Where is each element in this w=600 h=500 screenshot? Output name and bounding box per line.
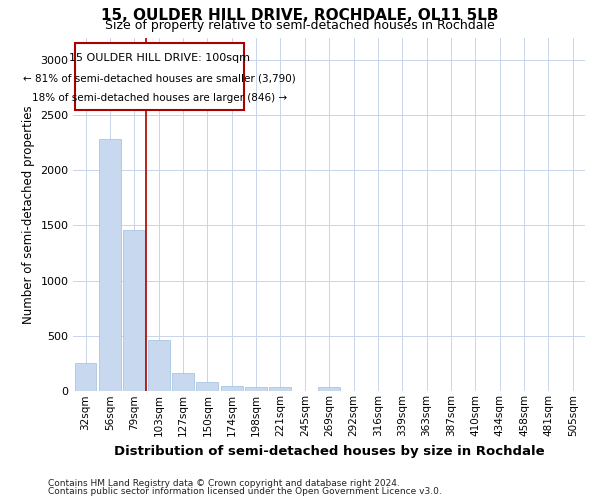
Bar xyxy=(99,139,121,392)
Bar xyxy=(318,388,340,392)
Text: 18% of semi-detached houses are larger (846) →: 18% of semi-detached houses are larger (… xyxy=(32,94,287,104)
Bar xyxy=(74,43,244,110)
X-axis label: Distribution of semi-detached houses by size in Rochdale: Distribution of semi-detached houses by … xyxy=(114,444,544,458)
Text: Contains public sector information licensed under the Open Government Licence v3: Contains public sector information licen… xyxy=(48,487,442,496)
Text: 15, OULDER HILL DRIVE, ROCHDALE, OL11 5LB: 15, OULDER HILL DRIVE, ROCHDALE, OL11 5L… xyxy=(101,8,499,22)
Bar xyxy=(172,373,194,392)
Text: ← 81% of semi-detached houses are smaller (3,790): ← 81% of semi-detached houses are smalle… xyxy=(23,73,296,83)
Text: Contains HM Land Registry data © Crown copyright and database right 2024.: Contains HM Land Registry data © Crown c… xyxy=(48,478,400,488)
Bar xyxy=(269,387,292,392)
Bar xyxy=(74,363,97,392)
Bar xyxy=(196,382,218,392)
Text: Size of property relative to semi-detached houses in Rochdale: Size of property relative to semi-detach… xyxy=(105,19,495,32)
Bar xyxy=(123,230,145,392)
Y-axis label: Number of semi-detached properties: Number of semi-detached properties xyxy=(22,105,35,324)
Bar xyxy=(245,386,267,392)
Text: 15 OULDER HILL DRIVE: 100sqm: 15 OULDER HILL DRIVE: 100sqm xyxy=(69,53,250,63)
Bar xyxy=(148,340,170,392)
Bar xyxy=(221,386,242,392)
